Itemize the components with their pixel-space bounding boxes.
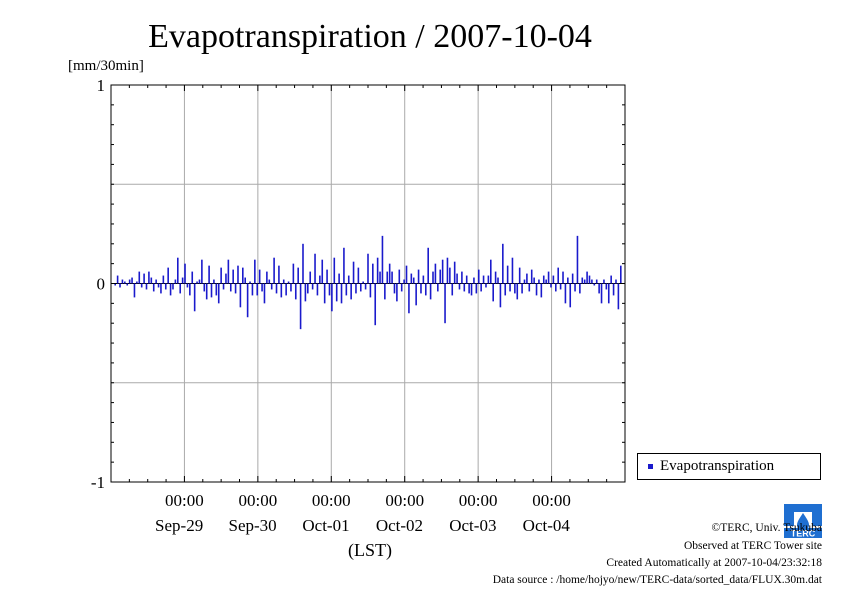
x-tick-date-label: Oct-03	[449, 516, 496, 535]
footer-copyright: ©TERC, Univ. Tsukuba	[711, 522, 822, 534]
chart-title: Evapotranspiration / 2007-10-04	[148, 18, 592, 55]
y-tick-labels: 1 0 -1	[91, 76, 105, 492]
y-tick-label: 1	[97, 76, 106, 95]
x-tick-time-label: 00:00	[238, 491, 277, 510]
x-tick-date-label: Sep-29	[155, 516, 203, 535]
terc-logo-icon: TERC	[783, 503, 823, 539]
x-tick-date-label: Oct-01	[302, 516, 349, 535]
x-tick-date-label: Sep-30	[228, 516, 276, 535]
legend: Evapotranspiration	[637, 453, 821, 480]
footer-source: Data source : /home/hojyo/new/TERC-data/…	[492, 574, 822, 586]
x-tick-time-label: 00:00	[385, 491, 424, 510]
x-tick-time-label: 00:00	[312, 491, 351, 510]
x-tick-time-label: 00:00	[532, 491, 571, 510]
y-tick-label: 0	[97, 275, 106, 294]
legend-swatch	[648, 464, 653, 469]
legend-label: Evapotranspiration	[660, 458, 775, 474]
x-tick-labels: 00:00 Sep-29 00:00 Sep-30 00:00 Oct-01 00:00 Oc…	[155, 491, 571, 535]
bar-series-evapotranspiration	[114, 235, 622, 330]
footer-created: Created Automatically at 2007-10-04/23:3…	[606, 557, 822, 569]
y-axis-unit-label: [mm/30min]	[68, 58, 144, 74]
x-tick-time-label: 00:00	[165, 491, 204, 510]
logo-text: TERC	[791, 529, 816, 539]
footer-site: Observed at TERC Tower site	[683, 540, 822, 552]
axis-ticks	[110, 84, 626, 483]
x-tick-date-label: Oct-02	[376, 516, 423, 535]
x-axis-label: (LST)	[348, 540, 392, 561]
x-tick-date-label: Oct-04	[523, 516, 571, 535]
y-tick-label: -1	[91, 473, 105, 492]
x-tick-time-label: 00:00	[459, 491, 498, 510]
